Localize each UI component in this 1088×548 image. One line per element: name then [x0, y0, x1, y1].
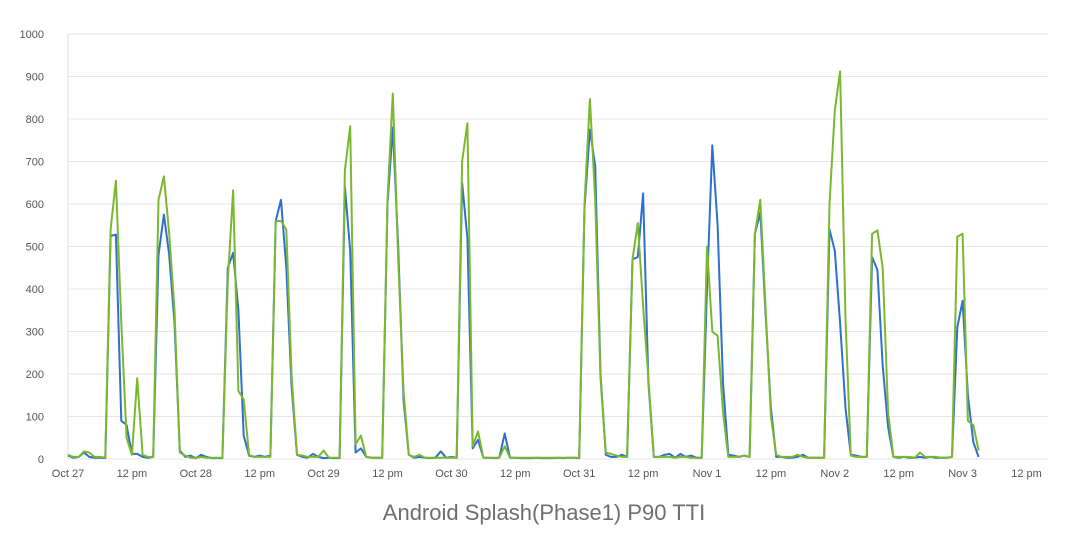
x-tick-label: 12 pm — [1011, 468, 1042, 480]
x-tick-label: Oct 29 — [307, 468, 339, 480]
line-chart: 0 100 200 300 400 500 600 700 800 900 1000 Oct 27 1… — [20, 29, 1048, 480]
x-tick-label: 12 pm — [500, 468, 531, 480]
y-tick-label: 800 — [26, 114, 44, 126]
x-tick-label: Oct 31 — [563, 468, 595, 480]
y-tick-label: 700 — [26, 157, 44, 169]
y-tick-label: 1000 — [20, 29, 44, 41]
y-tick-label: 200 — [26, 369, 44, 381]
series-lines — [67, 70, 980, 460]
x-tick-label: 12 pm — [628, 468, 659, 480]
x-tick-label: 12 pm — [244, 468, 275, 480]
x-tick-label: 12 pm — [372, 468, 403, 480]
y-tick-label: 100 — [26, 412, 44, 424]
grid-lines — [67, 33, 1048, 460]
chart-title: Android Splash(Phase1) P90 TTI — [382, 500, 706, 525]
y-tick-label: 500 — [26, 242, 44, 254]
x-axis-ticks: Oct 27 12 pm Oct 28 12 pm Oct 29 12 pm Oct 30 1… — [52, 468, 1042, 480]
x-tick-label: 12 pm — [756, 468, 787, 480]
x-tick-label: Nov 2 — [820, 468, 849, 480]
y-tick-label: 0 — [38, 454, 44, 466]
y-tick-label: 900 — [26, 72, 44, 84]
x-tick-label: Oct 27 — [52, 468, 84, 480]
y-axis-ticks: 0 100 200 300 400 500 600 700 800 900 1000 — [20, 29, 44, 466]
series-line-2 — [67, 70, 980, 459]
y-tick-label: 600 — [26, 199, 44, 211]
x-tick-label: 12 pm — [117, 468, 148, 480]
x-tick-label: 12 pm — [883, 468, 914, 480]
x-tick-label: Nov 1 — [693, 468, 722, 480]
y-tick-label: 400 — [26, 284, 44, 296]
y-tick-label: 300 — [26, 327, 44, 339]
x-tick-label: Oct 28 — [180, 468, 212, 480]
x-tick-label: Nov 3 — [948, 468, 977, 480]
x-tick-label: Oct 30 — [435, 468, 467, 480]
